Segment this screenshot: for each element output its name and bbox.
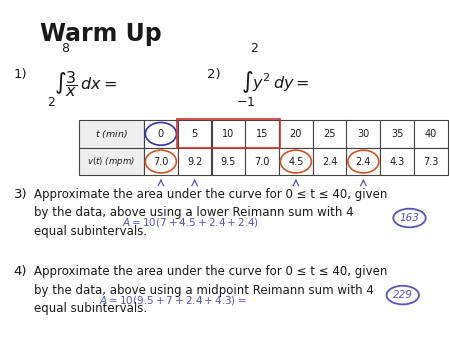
- Text: 30: 30: [357, 129, 369, 139]
- Text: $A=10(7+4.5+2.4+2.4)$: $A=10(7+4.5+2.4+2.4)$: [122, 216, 259, 229]
- Text: 40: 40: [425, 129, 437, 139]
- Text: 229: 229: [393, 290, 413, 300]
- Text: 25: 25: [324, 129, 336, 139]
- Bar: [313, 148, 346, 175]
- Bar: [178, 120, 211, 148]
- Bar: [380, 120, 414, 148]
- Bar: [279, 148, 313, 175]
- Text: 35: 35: [391, 129, 403, 139]
- Text: 10: 10: [222, 129, 234, 139]
- Text: 4): 4): [14, 265, 27, 278]
- Text: 7.3: 7.3: [423, 156, 439, 167]
- Text: Approximate the area under the curve for 0 ≤ t ≤ 40, given
by the data, above us: Approximate the area under the curve for…: [34, 188, 387, 238]
- Text: 163: 163: [400, 213, 419, 223]
- Bar: [144, 148, 178, 175]
- Bar: [144, 120, 178, 148]
- Text: 2.4: 2.4: [356, 156, 371, 167]
- Bar: [346, 120, 380, 148]
- Text: 3): 3): [14, 188, 27, 200]
- Text: 2.4: 2.4: [322, 156, 338, 167]
- Text: 8: 8: [61, 42, 69, 55]
- Text: $t$ (min): $t$ (min): [95, 128, 128, 140]
- Text: Warm Up: Warm Up: [40, 22, 162, 46]
- Text: 15: 15: [256, 129, 268, 139]
- Text: 4.3: 4.3: [390, 156, 405, 167]
- Text: 7.0: 7.0: [254, 156, 270, 167]
- Bar: [178, 148, 211, 175]
- Text: 2): 2): [207, 68, 220, 80]
- Text: $-1$: $-1$: [236, 96, 256, 109]
- Bar: [212, 148, 245, 175]
- Bar: [79, 120, 144, 148]
- Text: $\int y^{2}\,dy =$: $\int y^{2}\,dy =$: [241, 69, 310, 95]
- Text: 2: 2: [250, 42, 257, 55]
- Text: 9.2: 9.2: [187, 156, 202, 167]
- Bar: [380, 148, 414, 175]
- Text: $\int \dfrac{3}{x}\,dx =$: $\int \dfrac{3}{x}\,dx =$: [54, 69, 117, 99]
- Text: 4.5: 4.5: [288, 156, 304, 167]
- Bar: [414, 120, 448, 148]
- Text: 5: 5: [192, 129, 198, 139]
- Text: $A=10(9.5+7+2.4+4.3)=$: $A=10(9.5+7+2.4+4.3)=$: [99, 294, 247, 307]
- Bar: [212, 120, 245, 148]
- Text: Approximate the area under the curve for 0 ≤ t ≤ 40, given
by the data, above us: Approximate the area under the curve for…: [34, 265, 387, 315]
- Bar: [346, 148, 380, 175]
- Text: 7.0: 7.0: [153, 156, 169, 167]
- Bar: [245, 148, 279, 175]
- Bar: [414, 148, 448, 175]
- Text: 20: 20: [290, 129, 302, 139]
- Bar: [313, 120, 346, 148]
- Text: 9.5: 9.5: [220, 156, 236, 167]
- Text: 0: 0: [158, 129, 164, 139]
- Bar: [79, 148, 144, 175]
- Bar: [245, 120, 279, 148]
- Text: $v(t)$ (mpm): $v(t)$ (mpm): [87, 155, 135, 168]
- Text: 2: 2: [47, 96, 55, 109]
- Bar: [279, 120, 313, 148]
- Text: 1): 1): [14, 68, 27, 80]
